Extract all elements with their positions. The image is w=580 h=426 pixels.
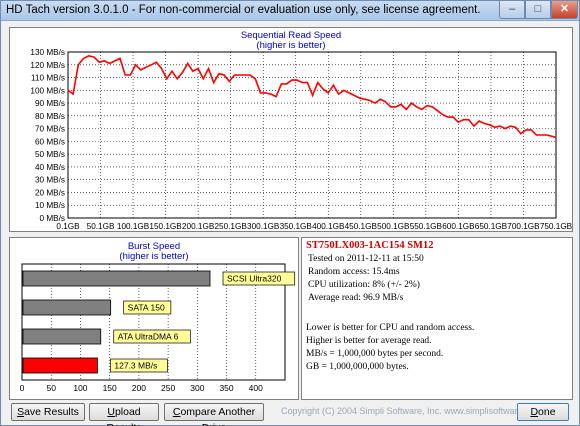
burst-xtick-label: 200 (132, 383, 146, 393)
read-xtick-label: 350.1GB (280, 222, 313, 231)
burst-xtick-label: 400 (249, 383, 263, 393)
random-access-text: Random access: 15.4ms (308, 267, 400, 277)
burst-xtick-label: 350 (219, 383, 233, 393)
burst-bar-label: SATA 150 (128, 303, 165, 313)
burst-xtick-label: 100 (73, 383, 87, 393)
read-xtick-label: 0.1GB (56, 222, 80, 231)
note-line: Higher is better for average read. (306, 336, 432, 346)
burst-bar-label: ATA UltraDMA 6 (118, 332, 179, 342)
burst-bar (22, 357, 98, 374)
burst-bar-label-box (123, 300, 172, 315)
read-xtick-label: 250.1GB (215, 222, 248, 231)
burst-xtick-label: 50 (46, 383, 56, 393)
read-ytick-label: 60 MB/s (35, 137, 65, 146)
read-chart-title-line2: (higher is better) (256, 40, 326, 51)
done-accel: D (530, 406, 539, 418)
read-ytick-label: 110 MB/s (31, 74, 65, 83)
read-ytick-label: 20 MB/s (35, 188, 65, 197)
window-title: HD Tach version 3.0.1.0 - For non-commer… (6, 4, 481, 16)
burst-speed-panel: Burst Speed (higher is better) 0 50 100 150… (9, 237, 299, 400)
close-button[interactable]: ✕ (551, 1, 578, 19)
read-chart-title: Sequential Read Speed (higher is better) (10, 31, 572, 51)
sequential-read-panel: Sequential Read Speed (higher is better)… (9, 27, 573, 232)
save-results-button[interactable]: Save Results (11, 403, 85, 421)
burst-bar-label: SCSI Ultra320 (227, 274, 282, 284)
save-results-label: ave Results (24, 406, 79, 418)
read-ytick-label: 70 MB/s (35, 125, 65, 134)
burst-xtick-label: 300 (190, 383, 204, 393)
burst-xtick-label: 0 (20, 383, 25, 393)
compare-drive-label: ompare Another Drive (180, 406, 256, 426)
read-plot-area (67, 51, 557, 219)
read-ytick-label: 100 MB/s (30, 86, 65, 95)
note-line: Lower is better for CPU and random acces… (306, 323, 475, 333)
cpu-utilization-text: CPU utilization: 8% (+/- 2%) (308, 280, 420, 290)
upload-results-label: pload Results (106, 406, 141, 426)
read-ytick-label: 120 MB/s (30, 61, 65, 70)
read-ytick-label: 80 MB/s (35, 112, 65, 121)
read-xtick-label: 500.1GB (377, 222, 410, 231)
read-ytick-label: 90 MB/s (35, 99, 65, 108)
drive-info-panel: ST750LX003-1AC154 SM12 Tested on 2011-12… (301, 237, 573, 400)
burst-speed-chart: 0 50 100 150 200 250 300 350 400 SCSI Ultra320 SAT… (20, 263, 296, 393)
burst-bar-label-box (222, 271, 296, 286)
read-ytick-label: 50 MB/s (35, 150, 65, 159)
compare-drive-accel: C (172, 406, 181, 418)
read-xtick-label: 50.1GB (87, 222, 115, 231)
burst-bar-label-box (113, 329, 191, 344)
upload-results-accel: U (107, 406, 115, 418)
tested-on-text: Tested on 2011-12-11 at 15:50 (308, 254, 424, 264)
read-xtick-label: 450.1GB (345, 222, 378, 231)
save-results-accel: S (17, 406, 25, 418)
burst-xtick-label: 250 (161, 383, 175, 393)
upload-results-button[interactable]: Upload Results (89, 403, 159, 426)
read-ytick-label: 40 MB/s (35, 163, 65, 172)
read-xtick-label: 600.1GB (442, 222, 475, 231)
read-xtick-label: 750.1GB (540, 222, 572, 231)
burst-bar (22, 299, 112, 316)
burst-bar-label-box (110, 358, 168, 373)
burst-chart-title: Burst Speed (higher is better) (10, 242, 298, 262)
burst-bar (22, 270, 211, 287)
read-xtick-label: 300.1GB (247, 222, 280, 231)
drive-name: ST750LX003-1AC154 SM12 (306, 240, 434, 251)
maximize-button[interactable]: □ (525, 1, 551, 19)
burst-bar-label: 127.3 MB/s (114, 361, 157, 371)
read-speed-line (67, 54, 557, 139)
burst-chart-title-line1: Burst Speed (127, 241, 181, 252)
burst-xtick-label: 150 (103, 383, 117, 393)
read-xtick-label: 200.1GB (182, 222, 215, 231)
note-line: GB = 1,000,000,000 bytes. (306, 362, 409, 372)
read-xtick-label: 400.1GB (312, 222, 345, 231)
compare-drive-button[interactable]: Compare Another Drive (164, 403, 264, 426)
average-read-text: Average read: 96.9 MB/s (308, 293, 404, 303)
sequential-read-chart: 0 MB/s 10 MB/s 20 MB/s 30 MB/s 40 MB/s 50 MB/… (30, 48, 572, 231)
read-ytick-label: 0 MB/s (40, 214, 65, 223)
read-xtick-label: 100.1GB (117, 222, 150, 231)
done-button[interactable]: Done (517, 403, 569, 421)
burst-bar (22, 328, 102, 345)
read-xtick-label: 650.1GB (475, 222, 508, 231)
read-ytick-label: 130 MB/s (30, 48, 65, 57)
done-label: one (538, 406, 556, 418)
note-line: MB/s = 1,000,000 bytes per second. (306, 349, 444, 359)
read-ytick-label: 30 MB/s (35, 176, 65, 185)
read-xtick-label: 150.1GB (149, 222, 182, 231)
read-ytick-label: 10 MB/s (35, 201, 65, 210)
burst-chart-title-line2: (higher is better) (119, 251, 189, 262)
copyright-text: Copyright (C) 2004 Simpli Software, Inc.… (281, 406, 543, 416)
read-xtick-label: 700.1GB (507, 222, 540, 231)
minimize-button[interactable]: – (499, 1, 525, 19)
read-chart-title-line1: Sequential Read Speed (240, 30, 342, 41)
title-bar[interactable]: HD Tach version 3.0.1.0 - For non-commer… (1, 1, 579, 21)
read-xtick-label: 550.1GB (410, 222, 443, 231)
